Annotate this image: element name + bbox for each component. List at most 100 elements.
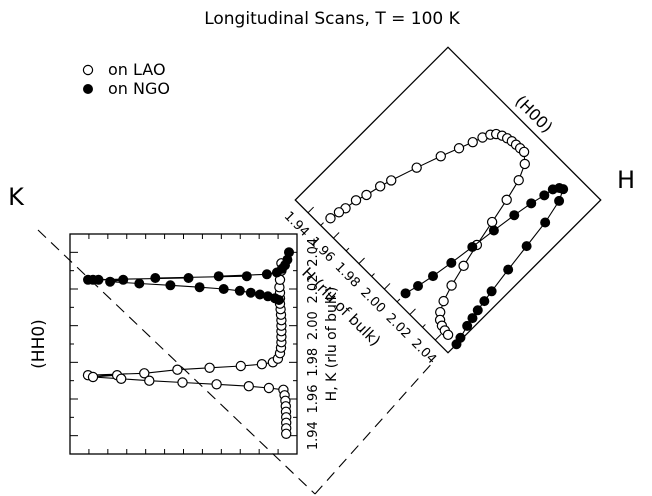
h-direction-guide-line — [314, 360, 435, 495]
h00-panel-label: (H00) — [511, 92, 556, 137]
ngo-h00-point — [413, 280, 424, 291]
ngo-h00-point — [554, 195, 565, 206]
lao-h00-point — [435, 306, 446, 318]
lao-h00-point — [435, 151, 446, 162]
lao-h00-point — [438, 295, 449, 307]
ngo-hh0-point — [241, 271, 252, 282]
h00-series — [325, 128, 569, 350]
ngo-hh0-point — [134, 278, 145, 289]
ngo-h00-point — [400, 288, 411, 299]
hh0-panel-label: (HH0) — [29, 319, 49, 369]
x-tick-mark — [422, 324, 426, 328]
h-axis-marker: H — [617, 166, 635, 194]
hh0-y-axis-label: H, K (rlu of bulk) — [324, 287, 340, 402]
x-tick-mark — [320, 222, 324, 226]
ngo-h00-point — [526, 198, 537, 209]
x-tick-mark — [434, 333, 442, 341]
lao-hh0-curve — [87, 263, 287, 434]
x-tick-label: 2.00 — [357, 285, 388, 316]
ngo-hh0-point — [245, 287, 256, 298]
ngo-h00-point — [446, 257, 457, 268]
x-tick-mark — [345, 247, 350, 252]
lao-hh0-point — [211, 379, 222, 390]
x-tick-mark — [371, 273, 375, 277]
lao-h00-point — [519, 158, 530, 170]
lao-h00-point — [325, 213, 336, 224]
x-tick-label: 2.02 — [383, 311, 414, 342]
ngo-h00-point — [509, 210, 520, 221]
ngo-h00-point — [503, 264, 514, 275]
ngo-hh0-point — [273, 295, 284, 305]
ngo-h00-point — [462, 320, 473, 331]
lao-hh0-point — [281, 428, 292, 439]
lao-hh0-point — [243, 381, 254, 392]
ngo-hh0-point — [150, 273, 161, 283]
x-tick-mark — [358, 257, 365, 264]
lao-h00-point — [333, 207, 345, 218]
y-tick-label: 2.02 — [306, 275, 321, 304]
ngo-h00-point — [451, 339, 462, 350]
ngo-hh0-point — [284, 247, 294, 258]
lao-h00-point — [467, 136, 478, 148]
ngo-h00-point — [486, 286, 497, 297]
chart-title: Longitudinal Scans, T = 100 K — [204, 9, 460, 29]
hh0-series — [82, 247, 294, 439]
ngo-hh0-point — [254, 289, 265, 300]
ngo-hh0-point — [213, 271, 224, 282]
lao-h00-point — [513, 175, 524, 186]
ngo-h00-point — [472, 305, 483, 316]
lao-h00-point — [446, 280, 457, 291]
x-tick-mark — [333, 232, 340, 239]
ngo-hh0-point — [183, 273, 194, 283]
lao-hh0-point — [177, 377, 188, 388]
lao-h00-point — [374, 181, 386, 192]
ngo-h00-point — [467, 241, 478, 252]
lao-h00-point — [442, 329, 454, 341]
lao-hh0-point — [263, 382, 275, 394]
x-tick-mark — [409, 308, 416, 315]
ngo-hh0-point — [105, 276, 116, 287]
lao-hh0-point — [256, 359, 268, 370]
y-tick-label: 1.98 — [306, 348, 321, 377]
lao-hh0-point — [87, 371, 99, 383]
ngo-hh0-point — [261, 269, 272, 280]
legend-marker-ngo — [83, 84, 93, 94]
x-tick-label: 1.98 — [332, 260, 363, 291]
lao-hh0-point — [235, 360, 246, 372]
legend-label-lao: on LAO — [108, 60, 166, 79]
x-tick-mark — [307, 206, 315, 214]
ngo-h00-point — [428, 271, 439, 282]
lao-hh0-point — [139, 368, 150, 379]
lao-h00-point — [453, 143, 465, 154]
lao-h00-point — [458, 260, 469, 272]
y-tick-label: 2.04 — [306, 238, 321, 267]
ngo-hh0-point — [118, 274, 129, 285]
legend-marker-lao — [82, 64, 94, 76]
lao-hh0-point — [172, 364, 183, 375]
hh0-ticks: 1.94 1.96 1.98 2.00 2.02 2.04 — [69, 234, 321, 454]
lao-h00-point — [501, 194, 512, 206]
lao-hh0-point — [144, 375, 155, 386]
hh0-panel: 1.94 1.96 1.98 2.00 2.02 2.04 (HH0) H, K (rlu… — [8, 183, 340, 455]
ngo-h00-point — [488, 225, 499, 236]
y-tick-label: 1.96 — [306, 385, 321, 414]
ngo-hh0-point — [234, 285, 245, 296]
ngo-hh0-point — [93, 274, 104, 285]
lao-h00-point — [411, 162, 422, 173]
y-tick-label: 2.00 — [306, 311, 321, 340]
ngo-hh0-point — [165, 280, 176, 291]
ngo-hh0-point — [194, 282, 205, 293]
lao-h00-point — [486, 216, 498, 228]
lao-h00-point — [361, 189, 372, 201]
x-tick-mark — [384, 283, 391, 290]
legend: on LAO on NGO — [82, 60, 170, 98]
ngo-h00-point — [558, 184, 569, 195]
hh0-plot-frame — [69, 233, 298, 455]
lao-h00-point — [350, 195, 362, 206]
lao-hh0-point — [204, 362, 215, 373]
lao-h00-point — [518, 146, 530, 158]
ngo-h00-point — [467, 313, 478, 324]
k-direction-guide-line — [37, 229, 316, 495]
y-tick-label: 1.94 — [306, 421, 321, 450]
